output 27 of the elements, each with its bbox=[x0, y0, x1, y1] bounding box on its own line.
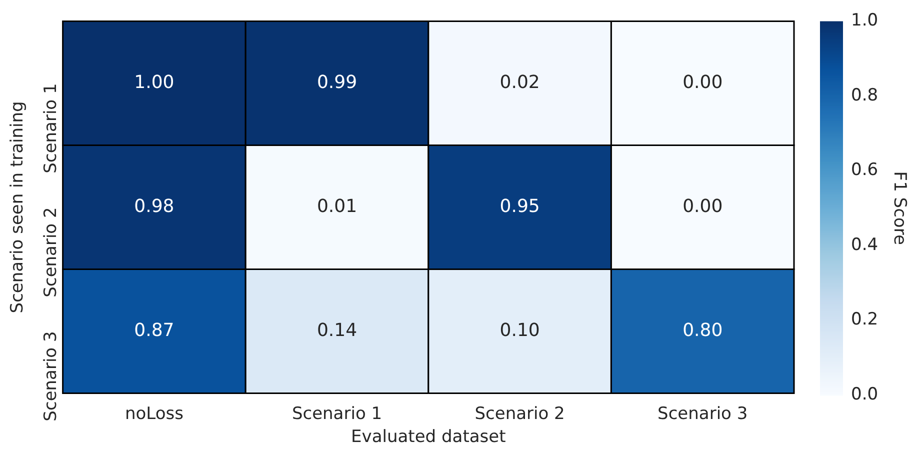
data-label: 0.00 bbox=[682, 72, 723, 93]
data-label: 0.99 bbox=[316, 72, 358, 93]
data-label: 0.95 bbox=[500, 196, 540, 217]
data-label: 0.87 bbox=[134, 320, 174, 341]
y-tick-label: Scenario 2 bbox=[41, 207, 62, 298]
y-axis-title: Scenario seen in training bbox=[8, 101, 28, 314]
data-label: 0.10 bbox=[500, 320, 540, 341]
color-bar-label: 0.8 bbox=[851, 85, 878, 106]
data-label: 0.80 bbox=[682, 320, 723, 341]
data-label: 1.00 bbox=[134, 72, 174, 93]
data-label: 0.01 bbox=[316, 196, 358, 217]
x-tick-label: Scenario 2 bbox=[474, 404, 565, 424]
data-label: 0.14 bbox=[316, 320, 358, 341]
color-bar-label: 1.0 bbox=[851, 10, 878, 31]
x-tick-label: Scenario 1 bbox=[292, 404, 382, 424]
color-bar-label: 0.2 bbox=[851, 310, 878, 330]
color-bar-label: 0.4 bbox=[851, 234, 878, 255]
x-tick-label: noLoss bbox=[124, 404, 184, 424]
data-label: 0.98 bbox=[134, 196, 174, 217]
data-label: 0.00 bbox=[682, 196, 723, 217]
y-tick-label: Scenario 1 bbox=[41, 83, 62, 174]
color-bar-label: 0.6 bbox=[851, 160, 878, 180]
color-bar-title: F1 Score bbox=[890, 171, 910, 245]
x-tick-label: Scenario 3 bbox=[658, 404, 748, 424]
data-label: 0.02 bbox=[500, 72, 540, 93]
color-bar-label: 0.0 bbox=[851, 384, 878, 404]
x-axis-title: Evaluated dataset bbox=[351, 427, 506, 448]
